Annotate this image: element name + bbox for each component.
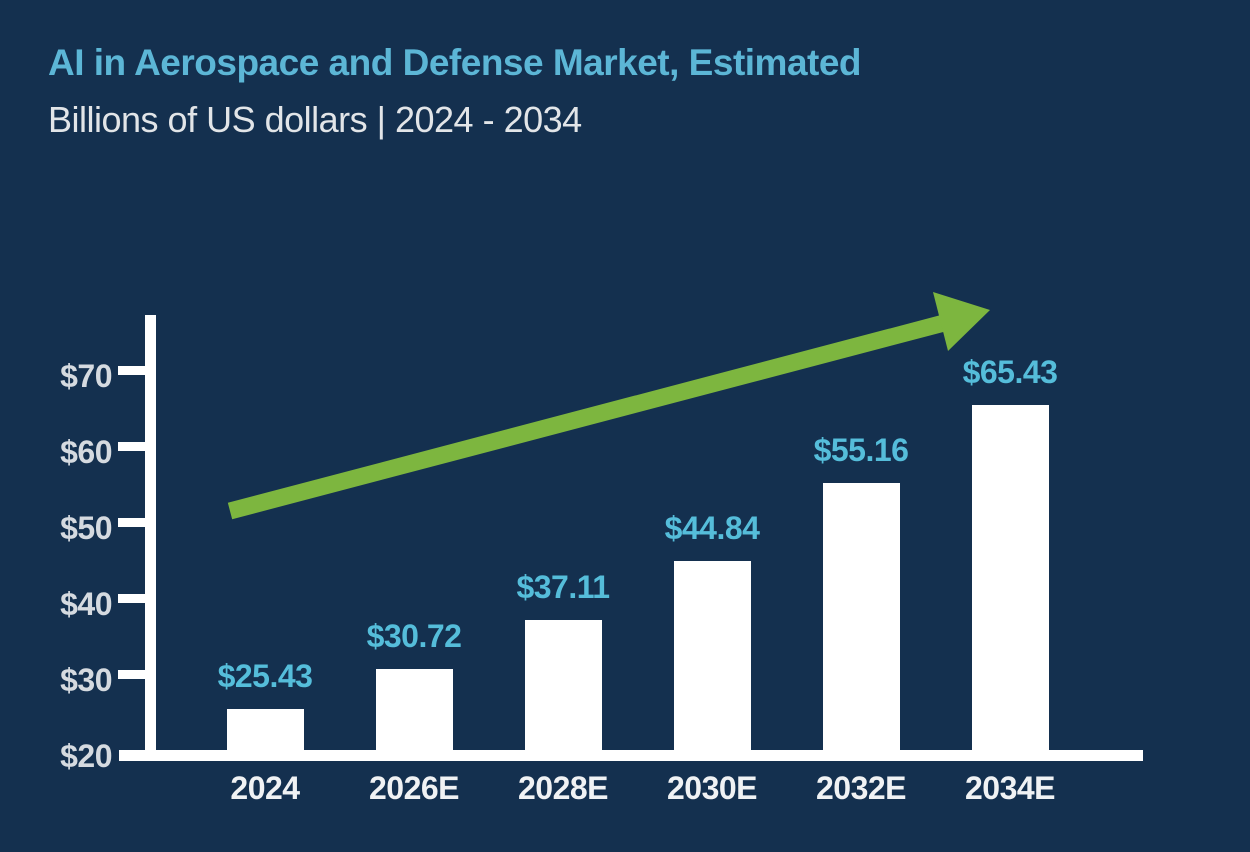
x-tick-label: 2024 xyxy=(230,770,300,806)
y-tick-label: $60 xyxy=(60,433,112,470)
x-tick-label: 2032E xyxy=(815,770,907,806)
bar xyxy=(226,708,304,750)
y-axis-tick xyxy=(118,593,147,603)
bar xyxy=(673,561,751,750)
x-tick-label: 2030E xyxy=(666,770,758,806)
x-tick-label: 2026E xyxy=(368,770,460,806)
bar xyxy=(375,668,453,750)
chart-title: AI in Aerospace and Defense Market, Esti… xyxy=(48,42,862,83)
y-tick-label: $50 xyxy=(60,509,112,546)
bar-value-label: $55.16 xyxy=(813,431,909,468)
y-tick-label: $20 xyxy=(60,737,112,774)
bar-value-label: $30.72 xyxy=(366,617,462,654)
bar-value-label: $25.43 xyxy=(217,657,313,694)
y-axis-tick xyxy=(118,517,147,527)
chart-subtitle: Billions of US dollars | 2024 - 2034 xyxy=(48,99,582,140)
y-tick-label: $70 xyxy=(60,357,112,394)
y-tick-label: $30 xyxy=(60,661,112,698)
y-axis-tick xyxy=(118,441,147,451)
y-axis-tick xyxy=(118,365,147,375)
x-axis-line xyxy=(119,750,1143,761)
bar xyxy=(524,619,602,750)
y-tick-label: $40 xyxy=(60,585,112,622)
bar-value-label: $44.84 xyxy=(664,510,760,547)
bar xyxy=(971,404,1049,750)
y-axis-tick xyxy=(118,669,147,679)
x-tick-label: 2034E xyxy=(964,770,1056,806)
bar-value-label: $65.43 xyxy=(962,353,1058,390)
y-axis-line xyxy=(145,315,156,761)
x-tick-label: 2028E xyxy=(517,770,609,806)
bar xyxy=(822,482,900,750)
bar-value-label: $37.11 xyxy=(516,568,610,605)
